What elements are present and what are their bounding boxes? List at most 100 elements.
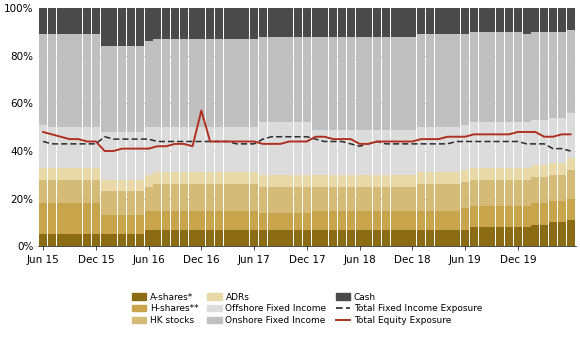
Bar <box>496 6 504 32</box>
Bar <box>285 122 293 175</box>
Bar <box>259 187 267 213</box>
Bar <box>188 172 197 184</box>
Bar <box>127 132 135 180</box>
Bar <box>540 203 548 225</box>
Bar <box>514 122 522 168</box>
Bar <box>83 168 91 180</box>
Bar <box>549 163 557 175</box>
Bar <box>540 225 548 246</box>
Bar <box>356 175 364 187</box>
Bar <box>311 175 320 187</box>
Bar <box>206 172 214 184</box>
Bar <box>391 8 399 37</box>
Bar <box>118 132 126 180</box>
Bar <box>400 37 408 130</box>
Bar <box>356 37 364 130</box>
Bar <box>162 39 170 127</box>
Bar <box>171 184 179 211</box>
Bar <box>320 229 328 246</box>
Bar <box>540 165 548 177</box>
Bar <box>118 215 126 234</box>
Bar <box>250 211 258 229</box>
Bar <box>329 130 337 175</box>
Bar <box>92 8 100 34</box>
Bar <box>188 39 197 127</box>
Bar <box>320 8 328 37</box>
Bar <box>285 37 293 122</box>
Bar <box>118 180 126 192</box>
Bar <box>180 39 188 127</box>
Bar <box>83 203 91 234</box>
Bar <box>444 127 452 172</box>
Bar <box>329 175 337 187</box>
Bar <box>285 8 293 37</box>
Bar <box>74 203 82 234</box>
Bar <box>487 32 495 122</box>
Bar <box>153 184 161 211</box>
Bar <box>259 213 267 229</box>
Bar <box>303 229 311 246</box>
Bar <box>531 6 539 32</box>
Bar <box>83 234 91 246</box>
Bar <box>153 127 161 172</box>
Bar <box>505 122 513 168</box>
Bar <box>567 30 575 113</box>
Bar <box>83 8 91 34</box>
Bar <box>74 8 82 34</box>
Bar <box>259 8 267 37</box>
Bar <box>259 122 267 175</box>
Bar <box>487 206 495 227</box>
Bar <box>171 39 179 127</box>
Bar <box>391 37 399 130</box>
Bar <box>83 34 91 127</box>
Bar <box>294 37 302 122</box>
Bar <box>320 130 328 175</box>
Bar <box>311 37 320 130</box>
Bar <box>338 187 346 211</box>
Bar <box>277 122 285 175</box>
Bar <box>364 175 372 187</box>
Bar <box>277 187 285 213</box>
Bar <box>320 187 328 211</box>
Bar <box>523 206 531 227</box>
Bar <box>391 187 399 211</box>
Bar <box>558 201 566 222</box>
Bar <box>514 180 522 206</box>
Bar <box>215 229 223 246</box>
Bar <box>48 127 56 168</box>
Bar <box>540 120 548 165</box>
Bar <box>92 168 100 180</box>
Bar <box>400 187 408 211</box>
Bar <box>162 184 170 211</box>
Bar <box>83 180 91 203</box>
Bar <box>505 206 513 227</box>
Bar <box>338 229 346 246</box>
Bar <box>110 180 118 192</box>
Bar <box>470 180 478 206</box>
Bar <box>434 127 443 172</box>
Bar <box>66 168 74 180</box>
Bar <box>400 175 408 187</box>
Bar <box>444 211 452 229</box>
Bar <box>39 234 47 246</box>
Bar <box>311 229 320 246</box>
Bar <box>320 175 328 187</box>
Bar <box>136 180 144 192</box>
Bar <box>57 168 65 180</box>
Bar <box>233 127 241 172</box>
Bar <box>338 37 346 130</box>
Bar <box>57 8 65 34</box>
Bar <box>347 8 355 37</box>
Bar <box>100 46 108 132</box>
Bar <box>470 206 478 227</box>
Bar <box>66 203 74 234</box>
Bar <box>514 32 522 122</box>
Bar <box>558 163 566 175</box>
Bar <box>224 184 232 211</box>
Bar <box>241 8 249 39</box>
Bar <box>48 234 56 246</box>
Bar <box>391 229 399 246</box>
Bar <box>364 211 372 229</box>
Bar <box>162 211 170 229</box>
Bar <box>444 184 452 211</box>
